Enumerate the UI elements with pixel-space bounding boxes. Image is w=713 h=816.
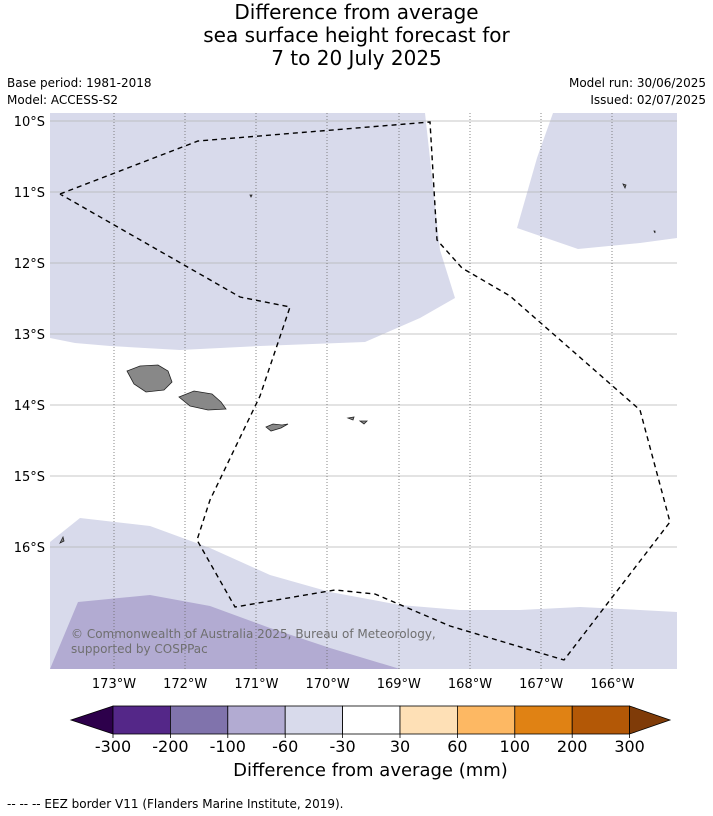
model-name: Model: ACCESS-S2 bbox=[7, 93, 119, 107]
colorbar-tick-label: 60 bbox=[447, 737, 467, 756]
lat-label: 13°S bbox=[14, 328, 45, 343]
eez-legend-note: -- -- -- EEZ border V11 (Flanders Marine… bbox=[7, 797, 344, 811]
island-manua-1 bbox=[346, 416, 355, 421]
lon-label: 170°W bbox=[306, 677, 350, 692]
lon-label: 171°W bbox=[234, 677, 278, 692]
colorbar-tick-label: 300 bbox=[614, 737, 645, 756]
island-manua-2 bbox=[358, 420, 368, 425]
colorbar-tick-label: 30 bbox=[390, 737, 410, 756]
lon-label: 173°W bbox=[92, 677, 136, 692]
anomaly-zone-south-strong bbox=[50, 595, 400, 669]
colorbar-title: Difference from average (mm) bbox=[233, 760, 508, 781]
lon-label: 172°W bbox=[163, 677, 207, 692]
colorbar-bin bbox=[227, 705, 286, 735]
colorbar-tick-label: -100 bbox=[210, 737, 246, 756]
island-savaii bbox=[126, 364, 173, 393]
island-swains bbox=[622, 183, 627, 190]
colorbar-extend-high bbox=[629, 705, 672, 735]
colorbar-tick-label: -30 bbox=[330, 737, 356, 756]
latitude-labels: 10°S 11°S 12°S 13°S 14°S 15°S 16°S bbox=[14, 115, 45, 556]
lon-label: 168°W bbox=[448, 677, 492, 692]
lat-label: 10°S bbox=[14, 115, 45, 130]
colorbar-tick-label: -200 bbox=[152, 737, 188, 756]
lat-label: 14°S bbox=[14, 399, 45, 414]
colorbar-tick-label: 200 bbox=[557, 737, 588, 756]
colorbar: -300 -200 -100 -60 -30 30 60 100 200 300 bbox=[69, 705, 672, 756]
colorbar-tick-label: -300 bbox=[95, 737, 131, 756]
islands bbox=[59, 183, 656, 544]
map-title-line-2: sea surface height forecast for bbox=[203, 23, 510, 47]
colorbar-bin bbox=[284, 705, 344, 735]
anomaly-zone-northwest bbox=[50, 113, 455, 350]
lat-label: 15°S bbox=[14, 470, 45, 485]
colorbar-bin bbox=[571, 705, 631, 735]
colorbar-tick-label: -60 bbox=[272, 737, 298, 756]
map-area bbox=[50, 113, 677, 669]
map-title-line-1: Difference from average bbox=[234, 0, 479, 24]
island-small-3 bbox=[59, 535, 65, 544]
lat-label: 11°S bbox=[14, 186, 45, 201]
anomaly-zone-northeast bbox=[517, 113, 677, 249]
eez-border-samoa bbox=[59, 121, 671, 661]
eez-borders bbox=[59, 121, 671, 661]
colorbar-bin bbox=[342, 705, 401, 735]
colorbar-bin bbox=[112, 705, 171, 735]
colorbar-bin bbox=[399, 705, 458, 735]
lat-label: 16°S bbox=[14, 541, 45, 556]
copyright-notice: © Commonwealth of Australia 2025, Bureau… bbox=[71, 627, 436, 656]
lon-label: 169°W bbox=[377, 677, 421, 692]
model-run: Model run: 30/06/2025 bbox=[568, 76, 706, 90]
colorbar-bin bbox=[456, 705, 516, 735]
longitude-labels: 173°W 172°W 171°W 170°W 169°W 168°W 167°W 166°W bbox=[92, 677, 635, 692]
issued-date: Issued: 02/07/2025 bbox=[590, 93, 706, 107]
colorbar-bin bbox=[514, 705, 573, 735]
island-small-1 bbox=[249, 194, 253, 198]
lon-label: 167°W bbox=[519, 677, 563, 692]
colorbar-extend-low bbox=[69, 705, 114, 735]
base-period: Base period: 1981-2018 bbox=[7, 76, 152, 90]
map-title-line-3: 7 to 20 July 2025 bbox=[271, 46, 442, 70]
latitude-gridlines bbox=[50, 120, 677, 548]
island-tutuila bbox=[265, 423, 289, 432]
lat-label: 12°S bbox=[14, 257, 45, 272]
island-upolu bbox=[178, 390, 227, 411]
colorbar-tick-label: 100 bbox=[500, 737, 531, 756]
lon-label: 166°W bbox=[590, 677, 634, 692]
island-small-2 bbox=[653, 230, 656, 234]
colorbar-bin bbox=[169, 705, 229, 735]
